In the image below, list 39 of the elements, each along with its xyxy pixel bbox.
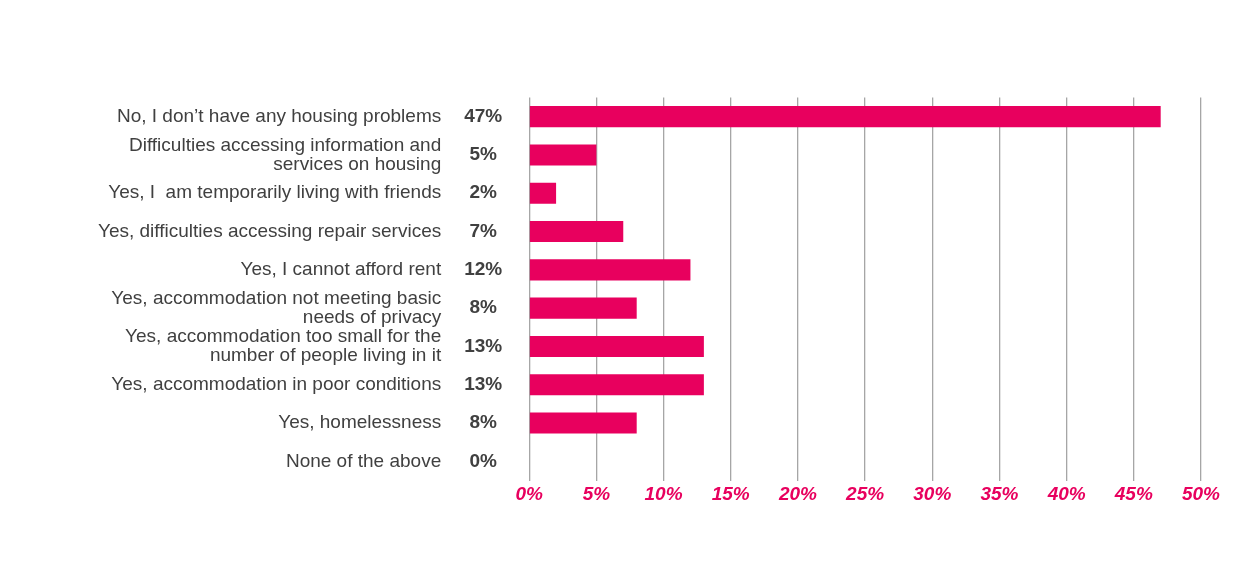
y-tick-label: None of the above: [285, 449, 442, 471]
bar: [529, 144, 597, 166]
bar: [529, 182, 557, 204]
y-tick-label: Difficulties accessing information and services on housing: [128, 133, 442, 174]
y-tick-label: Yes, difficulties accessing repair services: [98, 219, 442, 241]
y-tick-label: Yes, I am temporarily living with friends: [108, 181, 442, 203]
y-tick-label: No, I don’t have any housing problems: [116, 104, 442, 126]
y-tick-label: Yes, accommodation not meeting basic needs of privacy: [111, 286, 442, 327]
data-label: 2%: [469, 181, 498, 203]
x-tick-label: 0%: [515, 483, 544, 505]
data-label: 47%: [464, 104, 503, 126]
x-tick-label: 10%: [644, 483, 683, 505]
y-tick-label: Yes, accommodation in poor conditions: [111, 372, 442, 394]
data-label: 5%: [469, 143, 498, 165]
x-tick-label: 30%: [913, 483, 952, 505]
y-tick-label: Yes, I cannot afford rent: [240, 258, 442, 280]
bar: [529, 335, 704, 357]
bar: [529, 297, 637, 319]
data-label: 7%: [469, 219, 498, 241]
data-label: 12%: [464, 258, 503, 280]
x-tick-label: 45%: [1113, 483, 1153, 505]
x-tick-label: 50%: [1181, 483, 1221, 505]
data-label: 0%: [469, 449, 498, 471]
x-tick-label: 40%: [1046, 483, 1086, 505]
bar: [529, 221, 624, 243]
bar: [529, 259, 691, 281]
x-tick-label: 20%: [777, 483, 818, 505]
x-tick-label: 35%: [980, 483, 1019, 505]
bar: [529, 412, 637, 434]
bar: [529, 374, 704, 396]
data-label: 8%: [469, 296, 498, 318]
data-label: 13%: [464, 334, 503, 356]
data-label: 8%: [469, 411, 498, 433]
y-tick-label: Yes, homelessness: [278, 411, 442, 433]
x-tick-label: 15%: [711, 483, 750, 505]
x-tick-label: 5%: [582, 483, 611, 505]
bar: [529, 106, 1161, 128]
x-tick-label: 25%: [845, 483, 885, 505]
data-label: 13%: [464, 372, 503, 394]
